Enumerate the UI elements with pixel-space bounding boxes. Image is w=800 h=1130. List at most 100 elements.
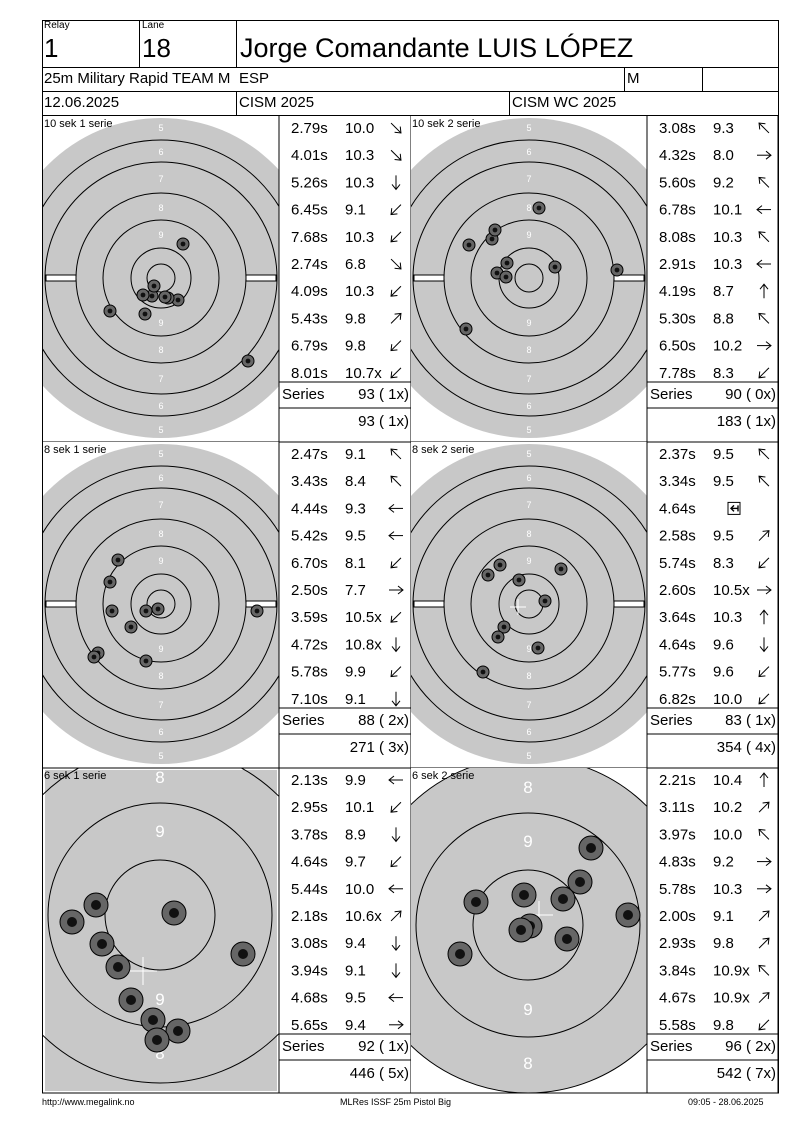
series-total: 96 ( 2x) [725,1038,776,1055]
series-block: 8 9 9 8 6 sek 2 serie 2.21s 10.4 3.11s 10.2 3.97s… [411,768,779,1094]
cumulative-total: 93 ( 1x) [358,413,409,430]
shot-row: 6.79s 9.8 [291,338,402,355]
shot-hole [118,987,144,1013]
shot-hole [136,288,150,302]
shot-row: 4.64s 9.6 [659,636,769,653]
shot-time: 4.83s [659,854,696,871]
shot-score: 10.0 [713,691,742,708]
direction-arrow-icon [390,312,402,324]
shot-row: 6.78s 10.1 [659,202,771,219]
direction-arrow-icon [758,828,770,840]
shot-hole [550,886,576,912]
shot-score: 10.0 [345,120,374,137]
shot-row: 5.60s 9.2 [659,174,770,191]
direction-arrow-icon [388,504,403,513]
shot-score: 8.1 [345,555,366,572]
series-label: Series [650,712,693,729]
direction-arrow-icon [390,557,402,569]
shot-time: 7.78s [659,365,696,382]
cumulative-total: 354 ( 4x) [717,739,776,756]
series-title: 8 sek 1 serie [44,444,106,456]
shot-row: 4.44s 9.3 [291,500,403,517]
shot-time: 6.70s [291,555,328,572]
shot-time: 2.50s [291,582,328,599]
shot-score: 8.7 [713,283,734,300]
ring-label: 9 [158,318,163,328]
ring-label: 9 [523,832,532,851]
shot-score: 10.3 [713,881,742,898]
shot-row: 4.68s 9.5 [291,990,403,1007]
ring-label: 9 [526,230,531,240]
shot-time: 3.59s [291,609,328,626]
shot-hole [105,954,131,980]
shot-time: 6.79s [291,338,328,355]
shot-score: 9.2 [713,854,734,871]
cumulative-total: 542 ( 7x) [717,1065,776,1082]
shot-hole [508,917,534,943]
series-total: 93 ( 1x) [358,386,409,403]
shot-row: 2.74s 6.8 [291,256,402,273]
shot-time: 2.47s [291,446,328,463]
shot-score: 8.4 [345,473,366,490]
shot-time: 7.10s [291,691,328,708]
shot-hole [567,869,593,895]
shot-row: 5.58s 9.8 [659,1017,770,1034]
shot-hole [476,665,490,679]
target-face: 5 5 6 6 7 7 8 8 9 9 [411,442,647,768]
side-marker [45,600,77,608]
cumulative-total: 446 ( 5x) [350,1065,409,1082]
direction-arrow-icon [758,231,770,243]
shot-row: 4.67s 10.9x [659,990,770,1007]
shot-row: 3.34s 9.5 [659,473,770,490]
shot-row: 5.65s 9.4 [291,1017,404,1034]
direction-arrow-icon [391,637,401,653]
shot-time: 5.60s [659,174,696,191]
shot-time: 4.19s [659,283,696,300]
cumulative-total: 271 ( 3x) [350,739,409,756]
shot-score: 10.2 [713,338,742,355]
ring-label: 8 [155,1044,164,1063]
shot-time: 4.67s [659,990,696,1007]
shot-hole [531,641,545,655]
shot-hole [87,650,101,664]
ring-label: 7 [526,374,531,384]
ring-label: 5 [526,449,531,459]
relay-label: Relay [44,20,70,31]
shot-row: 4.72s 10.8x [291,636,401,653]
shot-row: 3.94s 9.1 [291,962,401,979]
shot-score: 10.9x [713,962,750,979]
direction-arrow-icon [758,312,770,324]
shot-hole [511,882,537,908]
direction-arrow-icon [390,149,402,161]
footer-printed: 09:05 - 28.06.2025 [688,1097,764,1107]
shot-row: 2.93s 9.8 [659,935,770,952]
direction-arrow-icon [758,122,770,134]
shot-hole [139,604,153,618]
lane-label: Lane [142,20,165,31]
direction-arrow-icon [390,666,402,678]
shot-score: 9.1 [713,908,734,925]
shot-row: 2.58s 9.5 [659,528,770,545]
cumulative-total: 183 ( 1x) [717,413,776,430]
shot-time: 2.93s [659,935,696,952]
direction-arrow-icon [390,856,402,868]
shot-time: 4.64s [659,500,696,517]
shot-time: 4.01s [291,147,328,164]
side-marker [45,274,77,282]
shot-row: 6.50s 10.2 [659,338,772,355]
shot-time: 2.18s [291,908,328,925]
footer-url[interactable]: http://www.megalink.no [42,1097,135,1107]
shot-row: 4.83s 9.2 [659,854,772,871]
shot-row: 3.84s 10.9x [659,962,770,979]
shot-hole [89,931,115,957]
direction-arrow-icon [758,801,770,813]
shot-time: 4.44s [291,500,328,517]
series-label: Series [282,386,325,403]
series-block: 5 5 6 6 7 7 8 8 9 9 8 sek 1 serie 2.47s 9.1 3.43s 8.4 4… [43,442,412,769]
direction-arrow-icon [390,475,402,487]
shot-row: 3.59s 10.5x [291,609,402,626]
series-label: Series [282,1038,325,1055]
shot-score: 9.5 [713,446,734,463]
ring-label: 6 [158,473,163,483]
